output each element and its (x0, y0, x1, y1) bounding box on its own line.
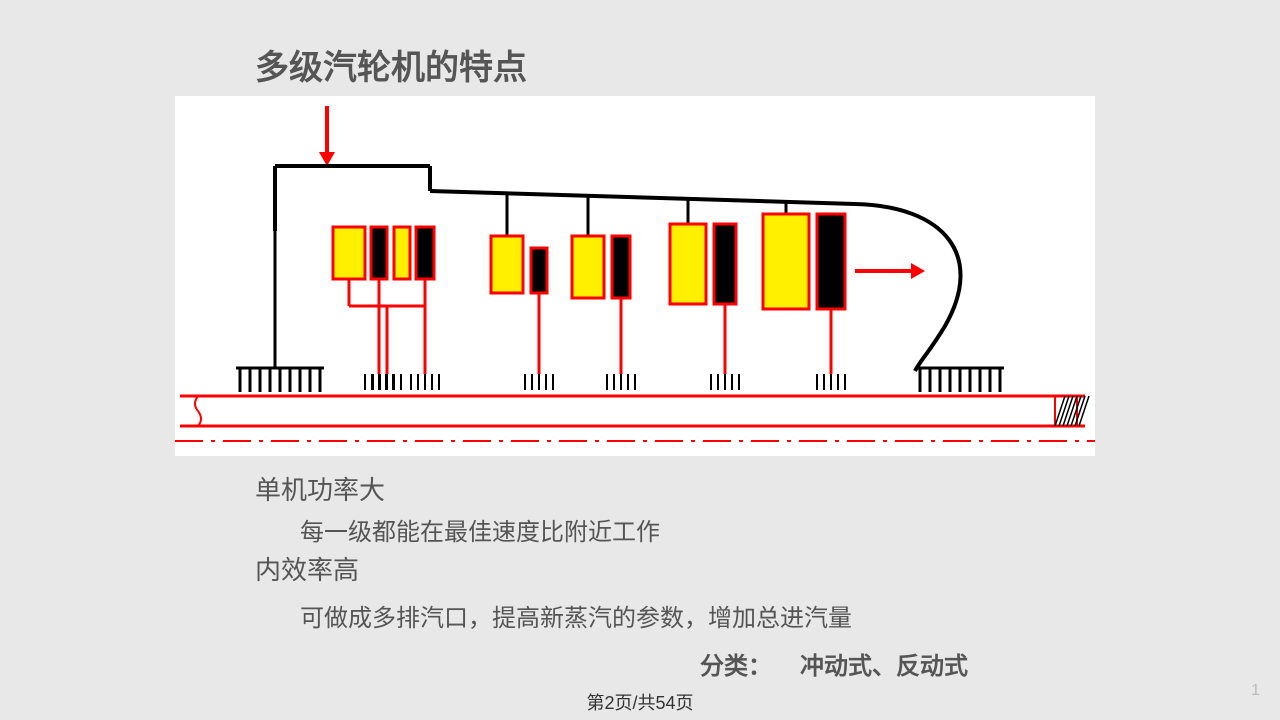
classification-label: 分类： (700, 646, 772, 681)
slide-number: 1 (1251, 682, 1260, 700)
slide-title: 多级汽轮机的特点 (255, 40, 527, 89)
bullet-1: 单机功率大 (255, 470, 385, 507)
sub-bullet-1: 每一级都能在最佳速度比附近工作 (300, 512, 660, 547)
page-indicator: 第2页/共54页 (586, 689, 693, 715)
sub-bullet-2: 可做成多排汽口，提高新蒸汽的参数，增加总进汽量 (300, 598, 852, 633)
bullet-2: 内效率高 (255, 550, 359, 587)
classification-value: 冲动式、反动式 (800, 646, 968, 681)
turbine-diagram (175, 96, 1095, 456)
